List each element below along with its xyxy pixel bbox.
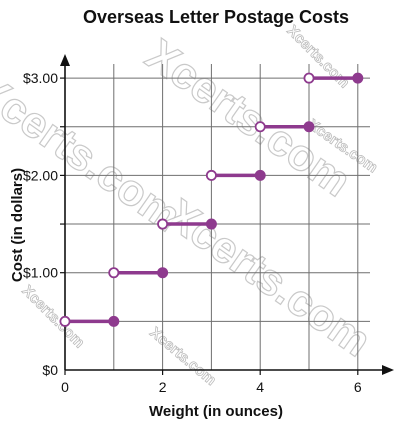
grid-layer bbox=[65, 64, 370, 370]
watermark-text: Xcerts.com bbox=[146, 324, 219, 389]
y-tick-label: $3.00 bbox=[23, 70, 58, 86]
open-endpoint bbox=[254, 121, 266, 133]
watermark-text: Xcerts.com bbox=[19, 282, 88, 351]
x-tick-label: 0 bbox=[61, 379, 69, 395]
watermark-text: Xcerts.com bbox=[284, 22, 353, 91]
closed-endpoint bbox=[108, 315, 120, 327]
y-tick-label: $0 bbox=[42, 362, 58, 378]
open-endpoint bbox=[157, 218, 169, 230]
closed-endpoint bbox=[352, 72, 364, 84]
watermark-text: Xcerts.com bbox=[157, 190, 379, 366]
ticks-layer: 0 2 4 6 $0 $1.00 $2.00 $3.00 bbox=[23, 70, 362, 395]
y-tick-label: $2.00 bbox=[23, 167, 58, 183]
x-axis-arrow-icon bbox=[382, 365, 394, 375]
x-tick-label: 6 bbox=[354, 379, 362, 395]
y-axis-label: Cost (in dollars) bbox=[9, 168, 26, 282]
series-layer bbox=[59, 72, 364, 327]
closed-endpoint bbox=[157, 267, 169, 279]
open-endpoint bbox=[303, 72, 315, 84]
closed-endpoint bbox=[303, 121, 315, 133]
chart-title: Overseas Letter Postage Costs bbox=[83, 7, 349, 27]
closed-endpoint bbox=[205, 218, 217, 230]
x-tick-label: 4 bbox=[256, 379, 264, 395]
watermark-text: Xcerts.com bbox=[0, 65, 190, 241]
x-axis-label: Weight (in ounces) bbox=[149, 403, 283, 420]
closed-endpoint bbox=[254, 169, 266, 181]
open-endpoint bbox=[59, 315, 71, 327]
x-tick-label: 2 bbox=[159, 379, 167, 395]
open-endpoint bbox=[108, 267, 120, 279]
y-tick-label: $1.00 bbox=[23, 265, 58, 281]
y-axis-arrow-icon bbox=[60, 54, 70, 66]
open-endpoint bbox=[205, 169, 217, 181]
